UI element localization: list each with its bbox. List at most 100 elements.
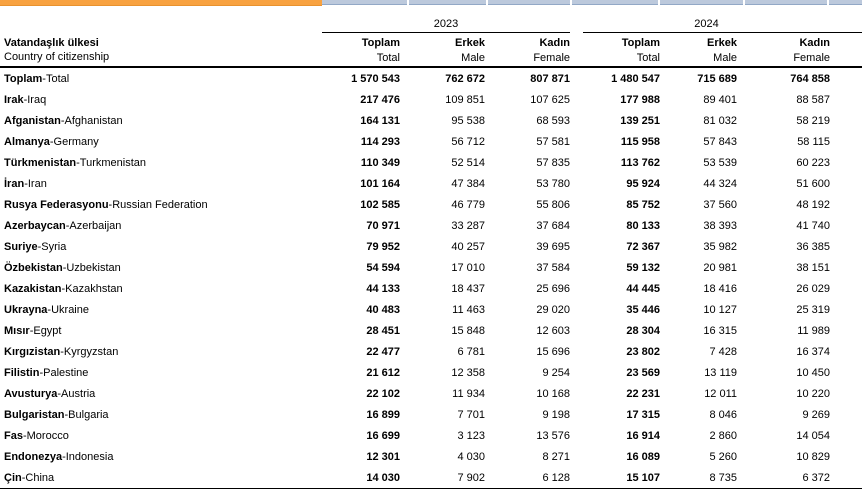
group-gap bbox=[570, 257, 583, 278]
value-cell: 22 102 bbox=[366, 387, 400, 400]
column-separator bbox=[570, 0, 572, 5]
country-name-tr: İran bbox=[4, 177, 25, 190]
value-cell: 51 600 bbox=[796, 177, 831, 190]
country-cell: Avusturya-Austria bbox=[0, 383, 322, 404]
country-name-tr: Fas bbox=[4, 429, 23, 442]
country-cell: Endonezya-Indonesia bbox=[0, 446, 322, 467]
value-cell: 17 010 bbox=[451, 261, 485, 274]
value-cell: 16 315 bbox=[703, 324, 738, 337]
country-name-en: -Iran bbox=[24, 177, 47, 190]
right-pad bbox=[830, 446, 862, 467]
country-name-en: -Afghanistan bbox=[60, 114, 123, 127]
country-header-en: Country of citizenship bbox=[4, 51, 110, 63]
table-row: Filistin-Palestine 21 612 12 358 9 254 23 56… bbox=[0, 362, 862, 383]
year-2024-header: 2024 bbox=[583, 6, 862, 33]
value-cell: 16 899 bbox=[366, 408, 400, 421]
table-row: Azerbaycan-Azerbaijan 70 971 33 287 37 684 8… bbox=[0, 215, 862, 236]
country-name-tr: Kırgızistan bbox=[4, 345, 61, 358]
value-cell: 12 011 bbox=[704, 387, 738, 400]
table-row: Özbekistan-Uzbekistan 54 594 17 010 37 584 5… bbox=[0, 257, 862, 278]
value-cell: 10 829 bbox=[796, 450, 831, 463]
value-cell: 57 843 bbox=[703, 135, 738, 148]
column-separator bbox=[743, 0, 745, 5]
value-cell: 217 476 bbox=[360, 93, 400, 106]
country-cell: Kazakistan-Kazakhstan bbox=[0, 278, 322, 299]
value-cell: 85 752 bbox=[626, 198, 661, 211]
group-gap bbox=[570, 362, 583, 383]
value-cell: 16 089 bbox=[626, 450, 661, 463]
country-name-en: -Azerbaijan bbox=[65, 219, 122, 232]
value-cell: 15 848 bbox=[451, 324, 485, 337]
country-name-tr: Endonezya bbox=[4, 450, 63, 463]
column-separator bbox=[407, 0, 409, 5]
value-cell: 15 696 bbox=[536, 345, 571, 358]
value-cell: 58 115 bbox=[797, 135, 831, 148]
year-2023-header: 2023 bbox=[322, 6, 571, 33]
value-cell: 80 133 bbox=[626, 219, 661, 232]
table-row: Irak-Iraq 217 476 109 851 107 625 177 988 89 … bbox=[0, 89, 862, 110]
column-header-row-en: Total Male Female Total Male Female bbox=[0, 49, 862, 67]
value-cell: 60 223 bbox=[796, 156, 831, 169]
value-cell: 8 271 bbox=[542, 450, 571, 463]
right-pad bbox=[830, 173, 862, 194]
country-name-tr: Azerbaycan bbox=[4, 219, 66, 232]
table-row: Afganistan-Afghanistan 164 131 95 538 68 59… bbox=[0, 110, 862, 131]
country-name-tr: Afganistan bbox=[4, 114, 61, 127]
group-gap bbox=[570, 131, 583, 152]
table-body: Toplam-Total 1 570 543 762 672 807 871 1 480… bbox=[0, 67, 862, 489]
country-name-tr: Almanya bbox=[4, 135, 50, 148]
value-cell: 37 684 bbox=[536, 219, 571, 232]
value-cell: 7 902 bbox=[457, 471, 485, 484]
value-cell: 59 132 bbox=[626, 261, 661, 274]
country-name-en: -Russian Federation bbox=[108, 198, 208, 211]
country-name-tr: Irak bbox=[4, 93, 24, 106]
value-cell: 102 585 bbox=[360, 198, 400, 211]
table-row: Mısır-Egypt 28 451 15 848 12 603 28 304 16 31… bbox=[0, 320, 862, 341]
value-cell: 14 030 bbox=[366, 471, 400, 484]
value-cell: 11 463 bbox=[452, 303, 485, 316]
right-pad bbox=[830, 320, 862, 341]
value-cell: 6 128 bbox=[542, 471, 571, 484]
value-cell: 2 860 bbox=[709, 429, 738, 442]
country-cell: Almanya-Germany bbox=[0, 131, 322, 152]
value-cell: 9 254 bbox=[542, 366, 571, 379]
country-cell: Bulgaristan-Bulgaria bbox=[0, 404, 322, 425]
value-cell: 35 982 bbox=[703, 240, 738, 253]
year-header-row: 2023 2024 bbox=[0, 6, 862, 33]
col-header-2023-male: Male bbox=[461, 52, 485, 64]
value-cell: 1 480 547 bbox=[611, 72, 661, 85]
value-cell: 762 672 bbox=[445, 72, 485, 85]
country-cell: Afganistan-Afghanistan bbox=[0, 110, 322, 131]
right-pad bbox=[830, 89, 862, 110]
country-cell: Çin-China bbox=[0, 467, 322, 489]
country-name-en: -Turkmenistan bbox=[76, 156, 147, 169]
country-name-tr: Suriye bbox=[4, 240, 38, 253]
value-cell: 37 584 bbox=[536, 261, 571, 274]
column-separator bbox=[827, 0, 829, 5]
right-pad bbox=[830, 257, 862, 278]
country-name-en: -Egypt bbox=[29, 324, 62, 337]
value-cell: 35 446 bbox=[626, 303, 661, 316]
group-gap bbox=[570, 341, 583, 362]
value-cell: 21 612 bbox=[366, 366, 400, 379]
country-cell: Özbekistan-Uzbekistan bbox=[0, 257, 322, 278]
value-cell: 41 740 bbox=[796, 219, 831, 232]
group-gap bbox=[570, 215, 583, 236]
country-name-en: -Syria bbox=[37, 240, 67, 253]
citizenship-table: 2023 2024 Vatandaşlık ülkesi Country of … bbox=[0, 6, 862, 489]
col-header-2024-female: Female bbox=[793, 52, 831, 64]
value-cell: 715 689 bbox=[697, 72, 738, 85]
col-header-2023-kadin: Kadın bbox=[539, 37, 571, 49]
value-cell: 109 851 bbox=[445, 93, 485, 106]
value-cell: 44 133 bbox=[366, 282, 400, 295]
table-row: Ukrayna-Ukraine 40 483 11 463 29 020 35 446 1… bbox=[0, 299, 862, 320]
country-cell: Mısır-Egypt bbox=[0, 320, 322, 341]
value-cell: 764 858 bbox=[790, 72, 831, 85]
value-cell: 177 988 bbox=[620, 93, 661, 106]
country-name-tr: Filistin bbox=[4, 366, 40, 379]
top-bar-blue-segment bbox=[322, 0, 862, 5]
right-pad bbox=[830, 33, 862, 50]
group-gap bbox=[570, 67, 583, 89]
group-gap bbox=[570, 194, 583, 215]
